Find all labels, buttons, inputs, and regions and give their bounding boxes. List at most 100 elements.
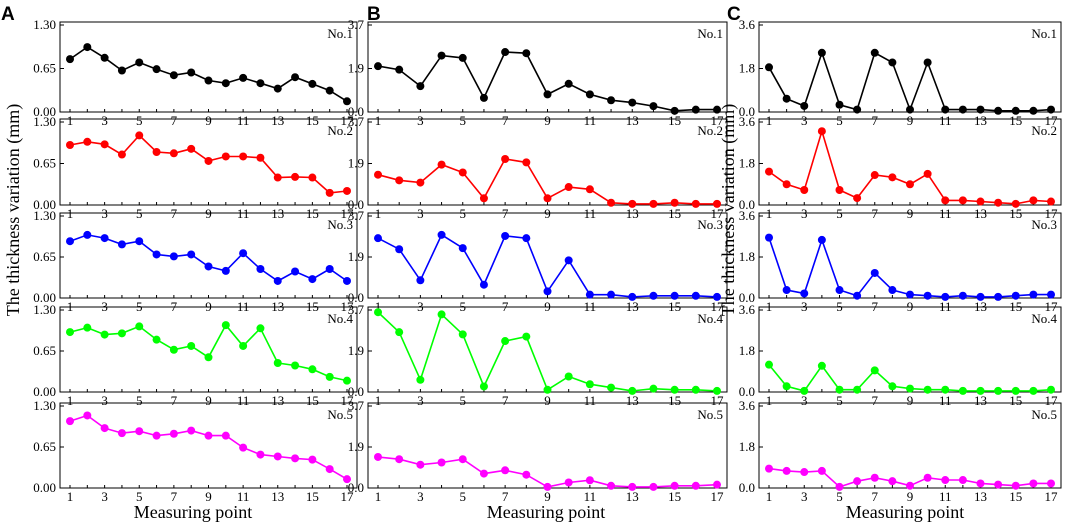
- data-point: [1029, 196, 1038, 205]
- data-point: [501, 337, 510, 346]
- x-tick-label: 1: [67, 489, 74, 504]
- data-point: [670, 291, 679, 300]
- x-tick-label: 3: [801, 489, 808, 504]
- y-tick-label: 0.65: [33, 343, 56, 358]
- x-tick-label: 15: [306, 113, 319, 128]
- series-line: [69, 414, 348, 480]
- data-point: [765, 63, 773, 72]
- data-point: [325, 86, 334, 95]
- y-tick-label: 0.00: [33, 290, 56, 305]
- y-tick-label: 0.00: [33, 384, 56, 399]
- data-point: [958, 196, 967, 205]
- data-point: [239, 443, 248, 452]
- data-point: [585, 185, 594, 194]
- data-point: [152, 250, 161, 259]
- y-tick-label: 1.8: [739, 249, 755, 264]
- series-line: [768, 128, 1052, 205]
- y-tick-label: 0.0: [739, 290, 755, 305]
- y-tick-label: 1.9: [348, 439, 364, 454]
- x-tick-label: 9: [205, 489, 212, 504]
- x-tick-label: 13: [974, 489, 987, 504]
- series-label: No.5: [327, 407, 353, 422]
- data-point: [308, 365, 317, 374]
- y-tick-label: 0.0: [739, 104, 755, 119]
- data-point: [256, 153, 265, 162]
- data-point: [800, 289, 809, 298]
- data-point: [501, 466, 510, 475]
- series-label: No.2: [327, 123, 353, 138]
- x-tick-label: 9: [544, 489, 551, 504]
- y-tick-label: 1.8: [739, 156, 755, 171]
- series-label: No.1: [1031, 26, 1057, 41]
- x-tick-label: 3: [417, 489, 424, 504]
- data-point: [691, 199, 700, 208]
- data-point: [564, 183, 573, 192]
- data-point: [607, 198, 616, 207]
- x-tick-label: 17: [1045, 489, 1059, 504]
- data-point: [817, 361, 826, 370]
- data-point: [1011, 291, 1020, 300]
- data-point: [906, 180, 914, 189]
- data-point: [83, 411, 92, 420]
- x-tick-label: 7: [502, 393, 509, 408]
- data-point: [152, 65, 161, 74]
- data-point: [628, 292, 637, 301]
- y-tick-label: 3.7: [348, 398, 365, 413]
- data-point: [888, 173, 897, 182]
- x-tick-label: 11: [237, 113, 250, 128]
- data-point: [395, 328, 404, 337]
- data-point: [343, 97, 351, 106]
- data-point: [906, 105, 914, 114]
- x-tick-label: 15: [306, 489, 319, 504]
- data-point: [291, 172, 300, 181]
- data-point: [906, 384, 914, 393]
- x-tick-label: 13: [626, 113, 639, 128]
- series-label: No.3: [1031, 217, 1057, 232]
- data-point: [416, 82, 425, 91]
- y-axis-label-c: The thickness variation (mm): [718, 104, 739, 316]
- data-point: [923, 58, 932, 67]
- x-tick-label: 9: [907, 113, 914, 128]
- data-point: [479, 382, 488, 391]
- data-point: [782, 180, 791, 189]
- data-point: [958, 386, 967, 395]
- x-tick-label: 11: [237, 393, 250, 408]
- data-point: [204, 431, 213, 440]
- series-label: No.2: [1031, 123, 1057, 138]
- series-line: [69, 46, 348, 102]
- data-point: [395, 245, 404, 254]
- data-point: [782, 94, 791, 103]
- data-point: [906, 290, 914, 299]
- data-point: [256, 450, 265, 459]
- data-point: [152, 431, 161, 440]
- data-point: [522, 332, 531, 341]
- data-point: [117, 66, 126, 75]
- data-point: [870, 48, 879, 57]
- data-point: [437, 230, 446, 239]
- data-point: [1011, 481, 1020, 490]
- data-point: [83, 323, 92, 332]
- y-tick-label: 0.0: [739, 384, 755, 399]
- data-point: [325, 465, 334, 474]
- y-tick-label: 1.30: [33, 208, 56, 223]
- data-point: [66, 140, 74, 149]
- data-point: [479, 93, 488, 102]
- data-point: [135, 131, 144, 140]
- data-point: [543, 194, 552, 203]
- data-point: [713, 199, 721, 208]
- x-tick-label: 7: [171, 489, 178, 504]
- data-point: [800, 186, 809, 195]
- data-point: [308, 79, 317, 88]
- data-point: [649, 199, 658, 208]
- data-point: [343, 276, 351, 285]
- data-point: [522, 49, 531, 58]
- data-point: [585, 90, 594, 99]
- data-point: [83, 137, 92, 146]
- series-label: No.2: [697, 123, 723, 138]
- x-tick-label: 1: [766, 393, 773, 408]
- data-point: [994, 292, 1003, 301]
- data-point: [187, 341, 196, 350]
- data-point: [1029, 479, 1038, 488]
